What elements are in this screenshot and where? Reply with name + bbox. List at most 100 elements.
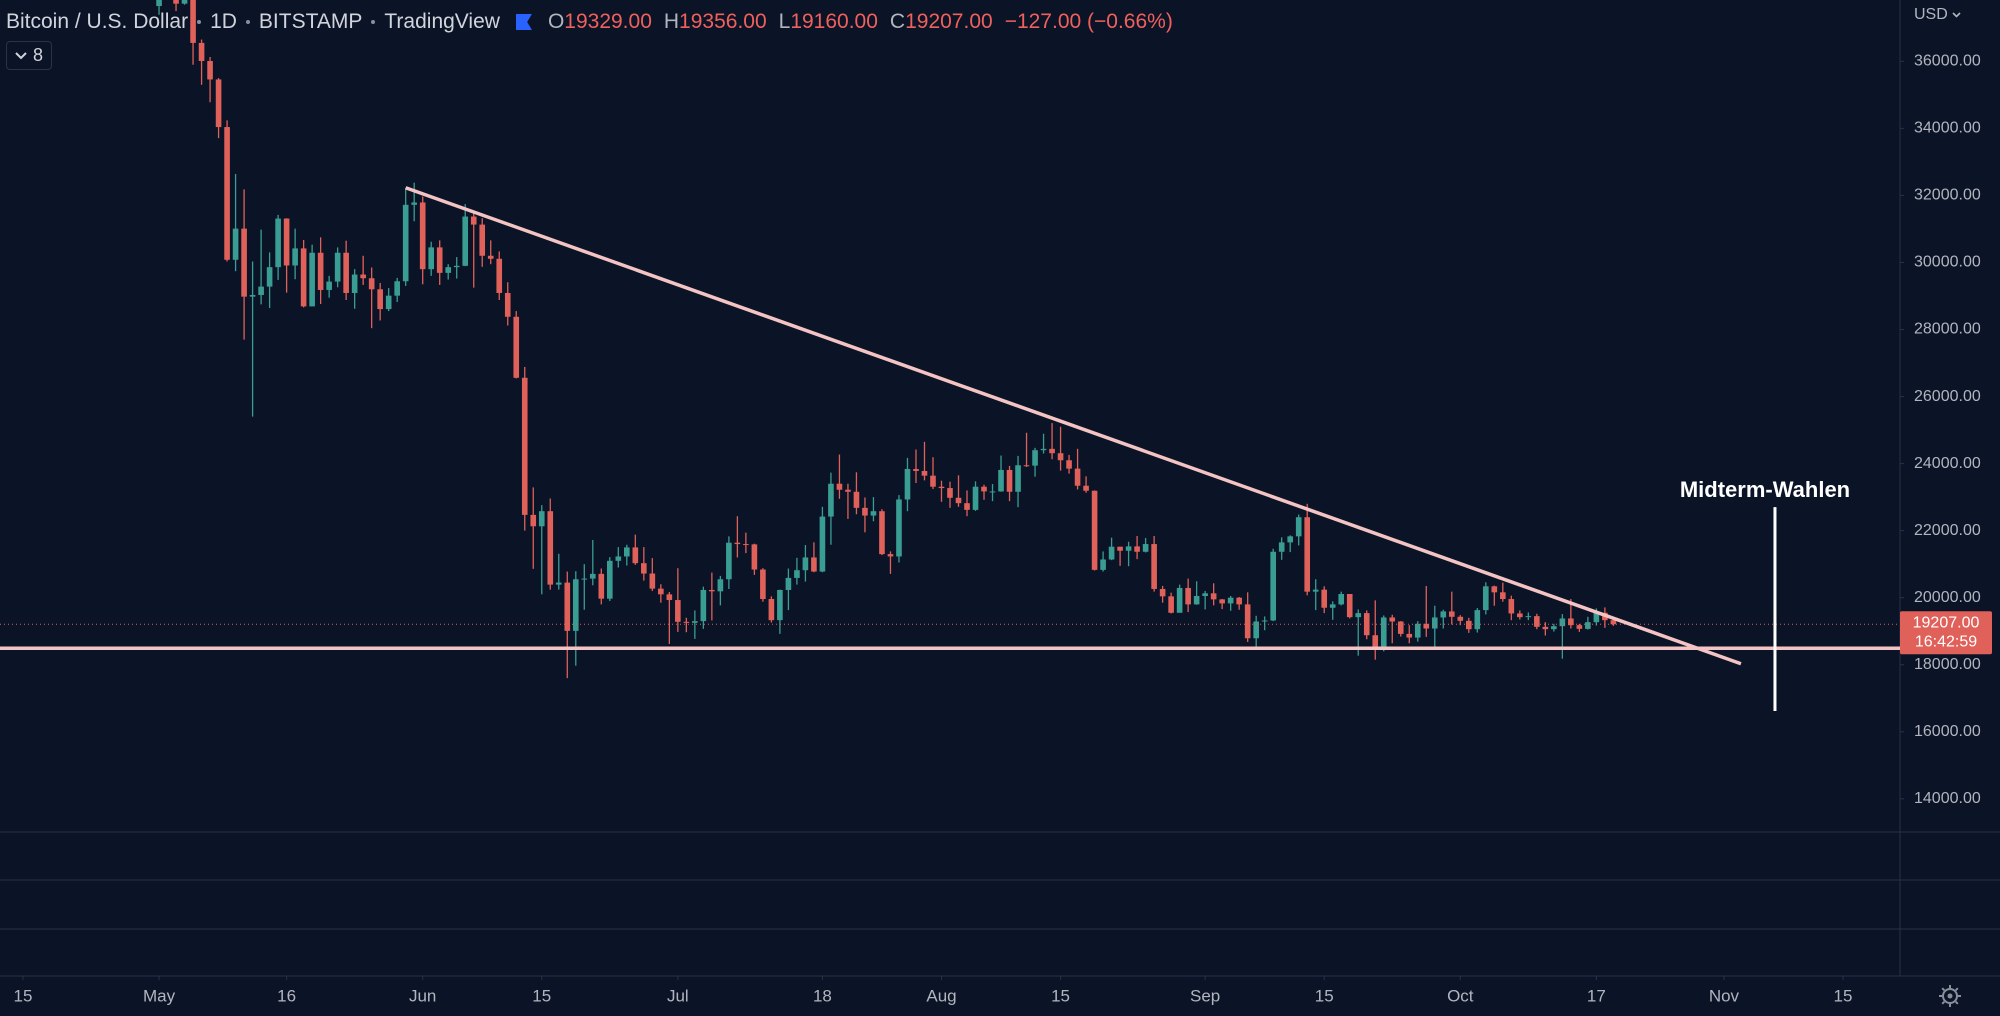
- candle-body: [1338, 593, 1345, 605]
- candle-body: [589, 573, 596, 579]
- candle-body: [1108, 546, 1115, 560]
- exchange: BITSTAMP: [258, 10, 363, 33]
- ohlc-key: C: [889, 10, 906, 33]
- candle-body: [334, 252, 341, 282]
- y-tick-label: 14000.00: [1914, 790, 1981, 807]
- ohlc-value: 19329.00: [564, 10, 652, 33]
- candle-body: [1585, 622, 1591, 629]
- candle-body: [1006, 469, 1013, 492]
- candle-body: [615, 556, 622, 561]
- x-tick-label: Nov: [1709, 986, 1740, 1005]
- x-tick-label: 16: [277, 986, 296, 1005]
- y-tick-label: 22000.00: [1914, 522, 1981, 539]
- candle-body: [1023, 465, 1030, 467]
- candle-body: [156, 0, 162, 7]
- candle-body: [879, 511, 885, 555]
- currency-selector[interactable]: USD: [1914, 6, 1961, 24]
- candle-body: [1576, 625, 1583, 629]
- candle-body: [513, 316, 520, 378]
- candle-body: [1551, 626, 1557, 630]
- y-tick-label: 28000.00: [1914, 321, 1981, 338]
- candle-body: [785, 577, 792, 590]
- candle-body: [266, 267, 273, 287]
- candle-body: [870, 511, 877, 516]
- candle-body: [402, 204, 409, 282]
- candle-body: [1015, 465, 1021, 492]
- candle-body: [411, 202, 417, 205]
- last-price-box: [1900, 611, 1992, 655]
- candle-body: [811, 557, 817, 572]
- candle-body: [181, 0, 188, 4]
- x-tick-label: 15: [14, 986, 33, 1005]
- candle-body: [1270, 551, 1276, 621]
- candle-body: [1500, 592, 1506, 600]
- countdown-label: 16:42:59: [1915, 633, 1977, 650]
- candle-body: [538, 511, 545, 527]
- last-price-label: 19207.00: [1913, 614, 1980, 631]
- x-tick-label: Jul: [667, 986, 689, 1005]
- event-label: Midterm-Wahlen: [1680, 477, 1850, 502]
- y-tick-label: 24000.00: [1914, 455, 1981, 472]
- ohlc-key: H: [663, 10, 680, 33]
- candle-body: [572, 579, 579, 631]
- separator: [245, 20, 250, 24]
- indicators-toggle[interactable]: 8: [6, 41, 52, 70]
- candle-body: [751, 544, 758, 570]
- candle-body: [258, 286, 264, 295]
- ohlc-value: 19356.00: [679, 10, 767, 33]
- candle-body: [1032, 450, 1038, 466]
- candle-body: [836, 483, 843, 490]
- y-tick-label: 34000.00: [1914, 120, 1981, 137]
- candle-body: [666, 594, 673, 601]
- candle-body: [1440, 611, 1447, 618]
- symbol[interactable]: Bitcoin / U.S. Dollar: [6, 10, 189, 33]
- candle-body: [896, 499, 902, 557]
- candle-body: [1227, 597, 1234, 604]
- candle-body: [1542, 626, 1549, 630]
- candle-body: [1168, 596, 1174, 613]
- y-tick-label: 32000.00: [1914, 187, 1981, 204]
- candle-body: [989, 491, 996, 493]
- candle-body: [1355, 613, 1362, 618]
- candle-body: [309, 252, 315, 307]
- y-tick-label: 26000.00: [1914, 388, 1981, 405]
- candle-body: [1389, 617, 1396, 622]
- candle-body: [487, 255, 494, 259]
- candle-body: [1057, 453, 1064, 461]
- candle-body: [624, 547, 630, 557]
- candle-body: [1380, 617, 1387, 649]
- candle-body: [947, 488, 953, 498]
- candle-body: [1321, 589, 1328, 608]
- candle-body: [190, 0, 196, 43]
- candle-body: [1253, 621, 1259, 639]
- settings-gear[interactable]: [1939, 985, 1961, 1007]
- ohlc-value: 19207.00: [905, 10, 993, 33]
- candle-body: [207, 61, 213, 80]
- indicator-count: 8: [32, 45, 43, 65]
- candle-body: [1312, 589, 1319, 592]
- chevron-icon: [1952, 12, 1961, 18]
- candle-body: [1134, 546, 1140, 552]
- y-tick-label: 36000.00: [1914, 53, 1981, 70]
- candle-body: [1593, 612, 1600, 623]
- candle-body: [777, 589, 783, 621]
- x-tick-label: 15: [532, 986, 551, 1005]
- candle-body: [1534, 616, 1540, 627]
- candle-body: [368, 278, 375, 290]
- flag-icon[interactable]: [515, 14, 532, 30]
- x-tick-label: 18: [813, 986, 832, 1005]
- candle-body: [436, 247, 443, 273]
- candle-body: [1244, 604, 1251, 639]
- candle-body: [692, 621, 698, 623]
- candle-body: [292, 248, 298, 266]
- interval[interactable]: 1D: [210, 10, 237, 33]
- candle-body: [1610, 620, 1617, 625]
- axes: 14000.00 16000.00 18000.00 20000.00 22000.00…: [14, 53, 1992, 1005]
- candle-body: [1176, 587, 1183, 613]
- candle-body: [853, 491, 860, 508]
- candle-body: [1261, 620, 1268, 622]
- candle-body: [1117, 546, 1123, 551]
- candle-body: [828, 483, 834, 517]
